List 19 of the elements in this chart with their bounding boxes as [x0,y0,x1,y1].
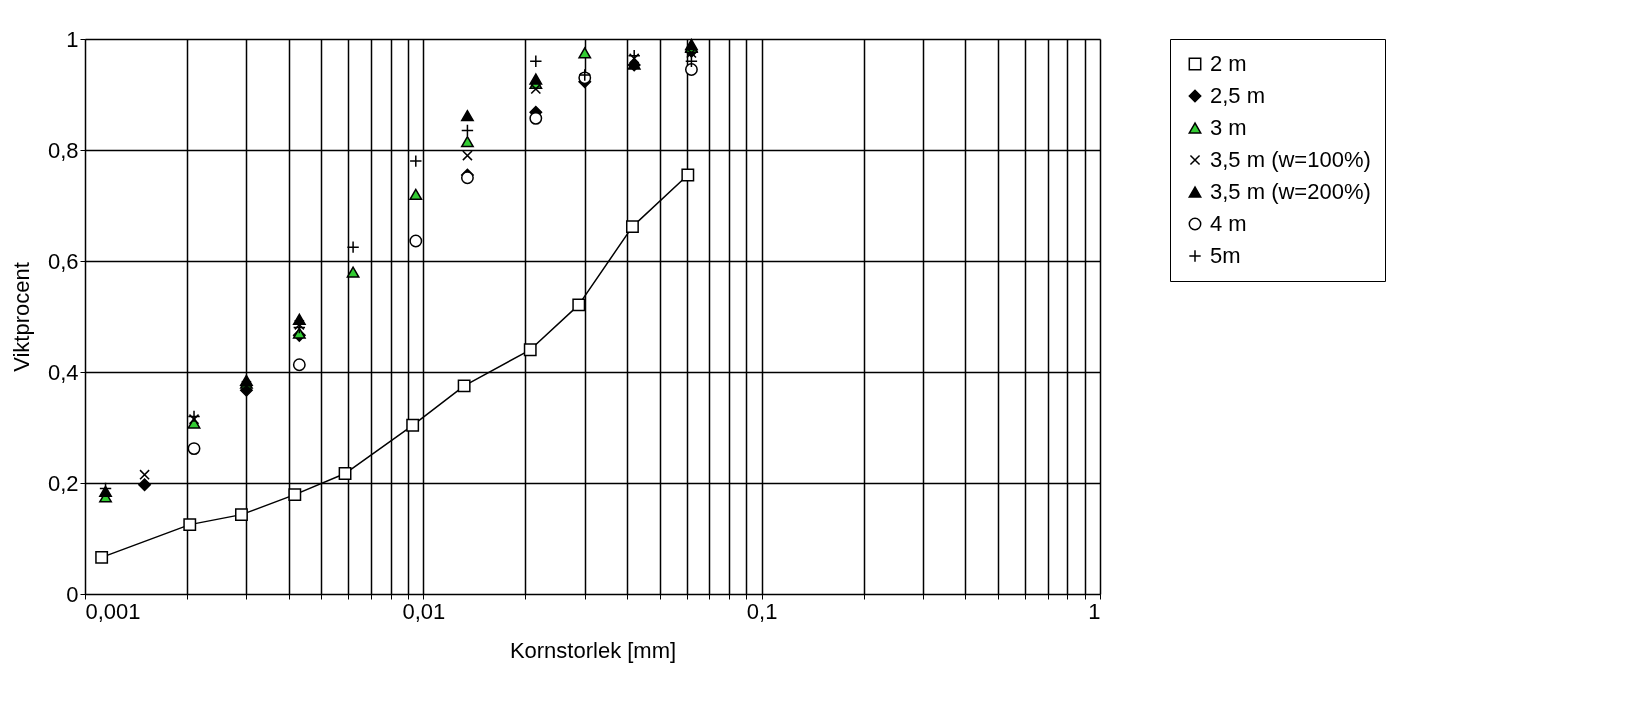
legend-label: 3,5 m (w=200%) [1210,179,1371,204]
y-tick-label: 0,2 [47,470,79,496]
legend-label: 3,5 m (w=100%) [1210,147,1371,172]
legend-label: 2 m [1210,51,1247,76]
legend-label: 2,5 m [1210,83,1266,108]
x-tick-label: 1 [1088,598,1101,624]
legend-label: 4 m [1210,211,1247,236]
x-tick-label: 0,001 [85,598,141,624]
y-tick-label: 0,4 [47,359,79,385]
x-tick-label: 0,1 [746,598,778,624]
y-axis-title: Viktprocent [8,262,34,372]
y-tick-label: 0,6 [47,248,79,274]
y-tick-label: 0 [66,581,79,607]
x-tick-label: 0,01 [402,598,446,624]
legend-label: 3 m [1210,115,1247,140]
y-tick-label: 1 [66,26,79,52]
x-axis-title: Kornstorlek [mm] [509,637,677,663]
y-tick-label: 0,8 [47,137,79,163]
legend-label: 5m [1210,243,1241,268]
